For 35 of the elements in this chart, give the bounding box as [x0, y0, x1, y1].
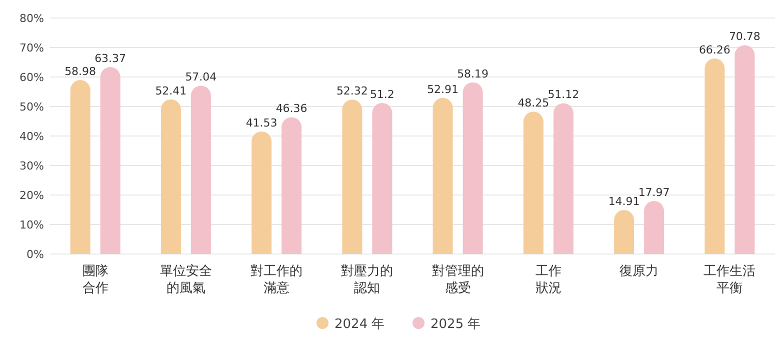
- data-label: 48.25: [518, 96, 550, 110]
- y-tick-label: 80%: [20, 12, 44, 25]
- x-tick-label: 對壓力的認知: [341, 264, 394, 296]
- y-tick-label: 70%: [20, 42, 44, 54]
- data-label: 51.12: [548, 88, 580, 102]
- data-label: 63.37: [94, 52, 126, 66]
- y-tick-label: 40%: [20, 130, 44, 143]
- x-tick-label: 對管理的感受: [432, 264, 484, 296]
- x-tick-label: 復原力: [620, 264, 659, 279]
- y-tick-label: 20%: [20, 189, 44, 202]
- y-tick-label: 30%: [20, 160, 44, 172]
- data-label: 41.53: [246, 116, 278, 130]
- data-label: 52.41: [155, 84, 187, 98]
- data-label: 57.04: [185, 70, 217, 84]
- x-tick-label: 團隊合作: [82, 264, 108, 296]
- data-label: 17.97: [638, 186, 670, 199]
- data-label: 14.91: [608, 195, 640, 208]
- data-label: 66.26: [698, 44, 730, 57]
- legend-label: 2024 年: [334, 317, 385, 332]
- data-label: 58.19: [457, 67, 489, 80]
- y-tick-label: 0%: [26, 248, 44, 261]
- x-tick-label: 單位安全的風氣: [160, 263, 212, 296]
- x-tick-label: 工作生活平衡: [704, 264, 756, 296]
- x-tick-label: 工作狀況: [535, 264, 562, 296]
- x-tick-label: 對工作的滿意: [250, 264, 303, 296]
- legend-label: 2025 年: [430, 317, 481, 332]
- data-label: 46.36: [276, 102, 308, 116]
- y-tick-label: 10%: [20, 218, 44, 232]
- data-label: 58.98: [64, 65, 96, 78]
- data-label: 52.32: [336, 84, 368, 98]
- y-tick-label: 50%: [20, 100, 44, 114]
- data-label: 52.91: [427, 82, 459, 96]
- data-label: 51.2: [370, 88, 394, 101]
- y-tick-label: 60%: [20, 71, 44, 84]
- data-label: 70.78: [728, 30, 760, 44]
